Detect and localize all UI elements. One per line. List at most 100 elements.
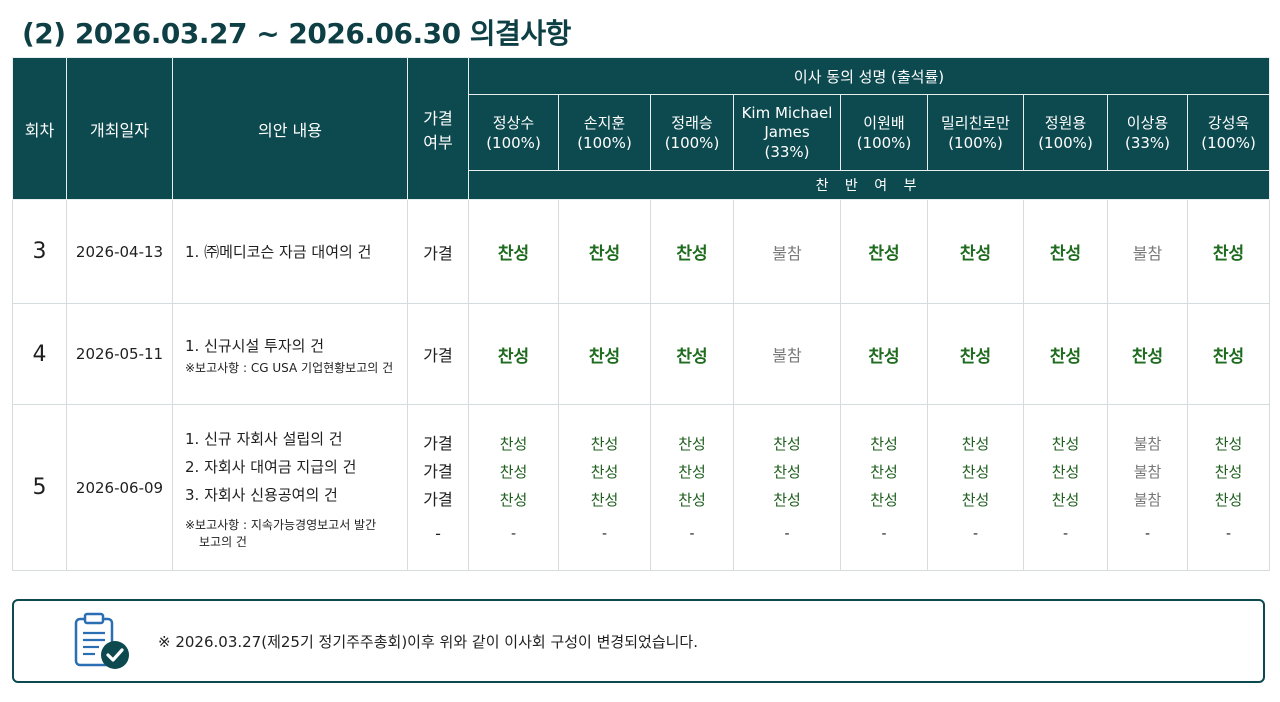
header-result-line1: 가결 bbox=[423, 108, 453, 128]
agenda-cell: 1. ㈜메디코슨 자금 대여의 건 bbox=[172, 199, 408, 304]
vote-value: 찬성 bbox=[1051, 434, 1080, 453]
director-header: 정원용 (100%) bbox=[1023, 94, 1108, 171]
header-round: 회차 bbox=[12, 57, 67, 200]
meeting-date: 2026-06-09 bbox=[66, 404, 173, 571]
header-date: 개최일자 bbox=[66, 57, 173, 200]
table-row: 5 2026-06-09 1. 신규 자회사 설립의 건 2. 자회사 대여금 … bbox=[12, 404, 1271, 571]
resolution-table: 회차 개최일자 의안 내용 가결 여부 이사 동의 성명 (출석률) 정상수 (1… bbox=[12, 57, 1271, 571]
vote-value: 찬성 bbox=[590, 490, 619, 509]
vote-value: - bbox=[1062, 525, 1069, 542]
page-title: (2) 2026.03.27 ~ 2026.06.30 의결사항 bbox=[22, 17, 571, 50]
table-row: 4 2026-05-11 1. 신규시설 투자의 건 ※보고사항 : CG US… bbox=[12, 303, 1271, 405]
vote-value: 찬성 bbox=[870, 462, 898, 481]
vote-cell: 찬성 찬성 찬성 - bbox=[733, 404, 841, 571]
vote-cell: 찬성 찬성 찬성 - bbox=[1186, 404, 1271, 571]
vote-cell: 불참 불참 불참 - bbox=[1107, 404, 1188, 571]
director-rate: (100%) bbox=[486, 133, 541, 152]
vote-cell: 불참 bbox=[733, 303, 841, 405]
director-name: Kim Michael James bbox=[741, 103, 833, 141]
vote-cell: 불참 bbox=[1107, 199, 1188, 304]
vote-value: 찬성 bbox=[870, 434, 898, 453]
report-note-line1: ※보고사항 : 지속가능경영보고서 발간 bbox=[185, 517, 377, 532]
vote-value: 찬성 bbox=[590, 462, 619, 481]
vote-value: 찬성 bbox=[678, 462, 706, 481]
director-header: 손지훈 (100%) bbox=[558, 94, 651, 171]
vote-cell: 찬성 bbox=[468, 199, 559, 304]
director-header: 강성욱 (100%) bbox=[1186, 94, 1271, 171]
vote-value: - bbox=[1144, 525, 1151, 542]
vote-value: 찬성 bbox=[773, 434, 801, 453]
vote-value: 찬성 bbox=[961, 434, 990, 453]
clipboard-check-icon bbox=[72, 611, 134, 673]
vote-value: - bbox=[510, 525, 517, 542]
director-rate: (100%) bbox=[1201, 133, 1256, 152]
meeting-date: 2026-04-13 bbox=[66, 199, 173, 304]
vote-cell: 찬성 찬성 찬성 - bbox=[927, 404, 1024, 571]
header-result-line2: 여부 bbox=[423, 132, 453, 152]
director-rate: (33%) bbox=[764, 142, 810, 161]
report-note-line2: 보고의 건 bbox=[199, 534, 247, 549]
result-cell: 가결 가결 가결 - bbox=[407, 404, 469, 571]
agenda-cell: 1. 신규 자회사 설립의 건 2. 자회사 대여금 지급의 건 3. 자회사 … bbox=[172, 404, 408, 571]
vote-cell: 찬성 찬성 찬성 - bbox=[558, 404, 651, 571]
header-directors-group: 이사 동의 성명 (출석률) bbox=[467, 57, 1271, 95]
vote-cell: 찬성 bbox=[1186, 303, 1271, 405]
director-name: 이상용 bbox=[1126, 113, 1169, 132]
round-number: 3 bbox=[12, 199, 67, 304]
director-name: 정래승 bbox=[671, 113, 713, 132]
vote-value: 불참 bbox=[1133, 490, 1162, 509]
director-rate: (100%) bbox=[856, 133, 912, 152]
vote-value: - bbox=[689, 525, 695, 542]
vote-value: - bbox=[1225, 525, 1232, 542]
director-name: 손지훈 bbox=[583, 113, 626, 132]
director-rate: (100%) bbox=[1038, 133, 1093, 152]
result-cell: 가결 bbox=[407, 303, 469, 405]
vote-value: 찬성 bbox=[1051, 462, 1080, 481]
director-name: 정원용 bbox=[1044, 113, 1087, 132]
vote-value: 불참 bbox=[1133, 434, 1162, 453]
vote-value: 찬성 bbox=[1051, 490, 1080, 509]
director-rate: (100%) bbox=[948, 133, 1003, 152]
vote-value: 찬성 bbox=[1214, 462, 1243, 481]
agenda-item: 1. 신규시설 투자의 건 bbox=[185, 336, 325, 355]
result-value: 가결 bbox=[423, 433, 453, 453]
vote-value: - bbox=[784, 525, 790, 542]
vote-cell: 불참 bbox=[733, 199, 841, 304]
result-value: 가결 bbox=[423, 461, 453, 481]
vote-cell: 찬성 bbox=[1107, 303, 1188, 405]
director-header: 이원배 (100%) bbox=[840, 94, 928, 171]
round-number: 4 bbox=[12, 303, 67, 405]
round-number: 5 bbox=[12, 404, 67, 571]
result-cell: 가결 bbox=[407, 199, 469, 304]
vote-cell: 찬성 bbox=[650, 303, 734, 405]
director-name: 이원배 bbox=[863, 113, 905, 132]
result-value: 가결 bbox=[423, 489, 453, 509]
vote-cell: 찬성 bbox=[927, 199, 1024, 304]
director-header: Kim Michael James (33%) bbox=[733, 94, 841, 171]
agenda-item: 1. 신규 자회사 설립의 건 bbox=[185, 429, 343, 448]
vote-value: 찬성 bbox=[773, 462, 801, 481]
header-agenda: 의안 내용 bbox=[172, 57, 408, 200]
agenda-cell: 1. 신규시설 투자의 건 ※보고사항 : CG USA 기업현황보고의 건 bbox=[172, 303, 408, 405]
director-name: 정상수 bbox=[492, 113, 535, 132]
director-name: 밀리친로만 bbox=[940, 113, 1010, 132]
report-note: ※보고사항 : 지속가능경영보고서 발간 보고의 건 bbox=[185, 517, 407, 551]
vote-value: 찬성 bbox=[870, 490, 898, 509]
vote-cell: 찬성 bbox=[840, 303, 928, 405]
table-row: 3 2026-04-13 1. ㈜메디코슨 자금 대여의 건 가결 찬성 찬성 … bbox=[12, 199, 1271, 304]
vote-value: 찬성 bbox=[1214, 490, 1243, 509]
vote-value: 찬성 bbox=[499, 462, 528, 481]
director-header: 밀리친로만 (100%) bbox=[927, 94, 1024, 171]
vote-value: 찬성 bbox=[1214, 434, 1243, 453]
vote-cell: 찬성 bbox=[927, 303, 1024, 405]
agenda-item: 3. 자회사 신용공여의 건 bbox=[185, 485, 338, 504]
vote-value: 찬성 bbox=[961, 490, 990, 509]
vote-value: 찬성 bbox=[961, 462, 990, 481]
vote-value: 불참 bbox=[1133, 462, 1162, 481]
vote-cell: 찬성 bbox=[1023, 199, 1108, 304]
director-rate: (100%) bbox=[664, 133, 720, 152]
director-header: 정래승 (100%) bbox=[650, 94, 734, 171]
vote-value: 찬성 bbox=[499, 434, 528, 453]
vote-cell: 찬성 찬성 찬성 - bbox=[840, 404, 928, 571]
footer-notice: ※ 2026.03.27(제25기 정기주주총회)이후 위와 같이 이사회 구성… bbox=[12, 599, 1265, 683]
